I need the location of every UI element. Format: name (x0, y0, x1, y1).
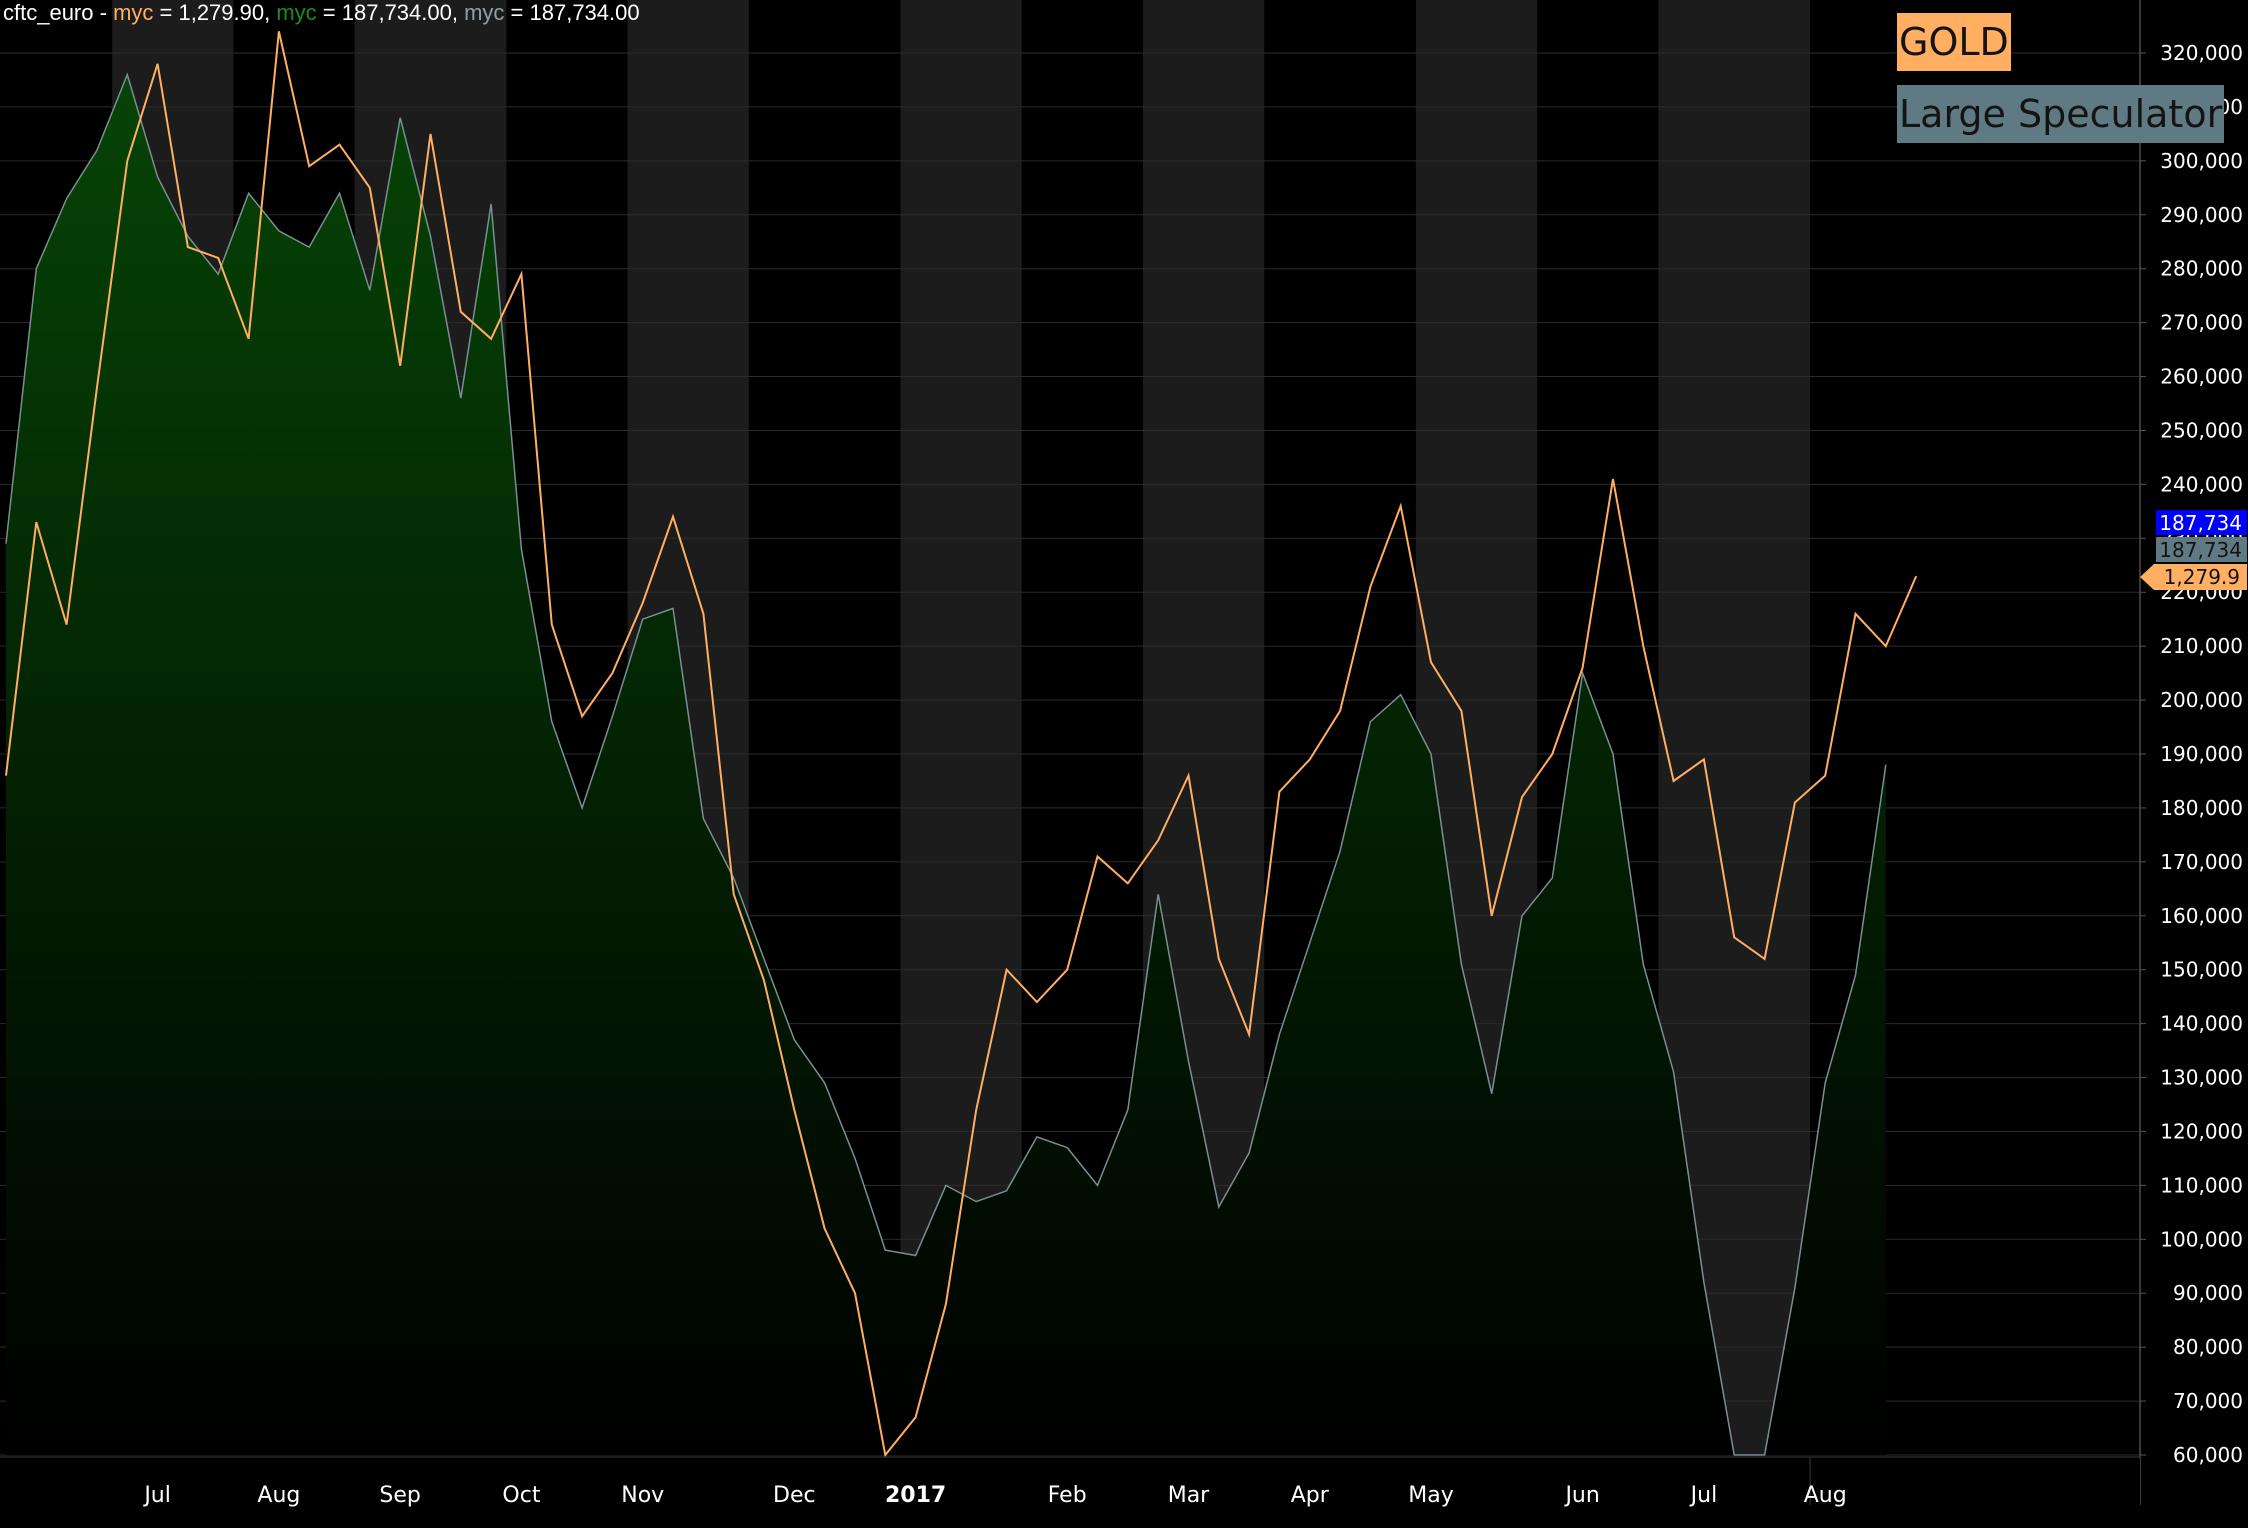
indicator-3-value: 187,734.00 (529, 0, 640, 25)
last-value-markers: 187,734 187,734 1,279.9 (2140, 510, 2247, 590)
y-tick-label: 320,000 (2160, 41, 2243, 65)
large-speculator-area (5, 72, 1887, 1456)
y-tick-label: 140,000 (2160, 1012, 2243, 1036)
large-speculator-outline (5, 72, 1887, 1456)
x-tick-label: Jun (1563, 1483, 1599, 1508)
spec-last-value-box-2 (2156, 537, 2247, 562)
spec-last-value-label-2: 187,734 (2159, 538, 2242, 562)
indicator-1-name: myc (113, 0, 154, 25)
x-tick-label: May (1408, 1483, 1453, 1508)
y-tick-label: 150,000 (2160, 958, 2243, 982)
y-tick-label: 120,000 (2160, 1119, 2243, 1143)
x-tick-label: Feb (1048, 1483, 1087, 1508)
x-tick-label: 2017 (885, 1483, 946, 1508)
x-axis-strip (0, 1458, 2140, 1528)
y-tick-label: 130,000 (2160, 1066, 2243, 1090)
spec-last-value-box (2156, 510, 2247, 535)
indicator-2-value: 187,734.00 (341, 0, 452, 25)
axes (0, 0, 2141, 1528)
y-tick-label: 210,000 (2160, 634, 2243, 658)
x-tick-label: Aug (1804, 1483, 1847, 1508)
gold-line (5, 31, 1918, 1458)
legend-large-speculator: Large Speculator (1897, 85, 2225, 143)
indicator-1-comma: , (264, 0, 277, 25)
y-axis-tick-labels: 60,000 70,000 80,000 90,000 100,000 110,000 12… (2140, 41, 2243, 1467)
indicator-2-eq: = (316, 0, 342, 25)
x-tick-label: Jul (1689, 1483, 1718, 1508)
legend-gold: GOLD (1897, 13, 2011, 71)
y-tick-label: 160,000 (2160, 904, 2243, 928)
gold-last-value-box (2140, 564, 2247, 590)
x-tick-label: Oct (502, 1483, 540, 1508)
gold-series-line (5, 31, 1918, 1458)
x-tick-label: Nov (621, 1483, 664, 1508)
y-tick-label: 170,000 (2160, 850, 2243, 874)
y-tick-label: 200,000 (2160, 688, 2243, 712)
legend-gold-label: GOLD (1899, 20, 2009, 64)
y-tick-label: 300,000 (2160, 149, 2243, 173)
indicator-1-value: 1,279.90 (178, 0, 265, 25)
spec-last-value-label: 187,734 (2159, 511, 2242, 535)
x-tick-label: Mar (1168, 1483, 1210, 1508)
y-tick-label: 190,000 (2160, 742, 2243, 766)
y-tick-label: 80,000 (2173, 1335, 2243, 1359)
large-speculator-fill (6, 74, 1886, 1456)
y-tick-label: 70,000 (2173, 1389, 2243, 1413)
legend-large-speculator-label: Large Speculator (1899, 92, 2223, 136)
y-tick-label: 260,000 (2160, 365, 2243, 389)
y-tick-label: 290,000 (2160, 203, 2243, 227)
y-tick-label: 110,000 (2160, 1173, 2243, 1197)
y-tick-label: 100,000 (2160, 1227, 2243, 1251)
indicator-2-name: myc (276, 0, 317, 25)
x-tick-label: Aug (257, 1483, 300, 1508)
indicator-3-name: myc (464, 0, 505, 25)
x-tick-label: Dec (773, 1483, 816, 1508)
indicator-1-eq: = (153, 0, 179, 25)
indicator-3-eq: = (504, 0, 530, 25)
y-tick-label: 270,000 (2160, 311, 2243, 335)
y-tick-label: 180,000 (2160, 796, 2243, 820)
x-tick-label: Apr (1291, 1483, 1330, 1508)
x-axis-tick-labels: Jul Aug Sep Oct Nov Dec 2017 Feb Mar Apr May Jun Jul… (142, 1483, 1846, 1508)
indicator-2-comma: , (451, 0, 465, 25)
header-separator: - (93, 0, 114, 25)
y-tick-label: 280,000 (2160, 257, 2243, 281)
y-tick-label: 250,000 (2160, 418, 2243, 442)
y-tick-label: 240,000 (2160, 472, 2243, 496)
symbol-name: cftc_euro (3, 0, 94, 25)
y-tick-label: 90,000 (2173, 1281, 2243, 1305)
x-tick-label: Jul (142, 1483, 171, 1508)
y-tick-label: 60,000 (2173, 1443, 2243, 1467)
x-tick-label: Sep (379, 1483, 420, 1508)
chart-header: cftc_euro - myc = 1,279.90, myc = 187,73… (3, 0, 640, 26)
gold-last-value-label: 1,279.9 (2164, 565, 2240, 589)
